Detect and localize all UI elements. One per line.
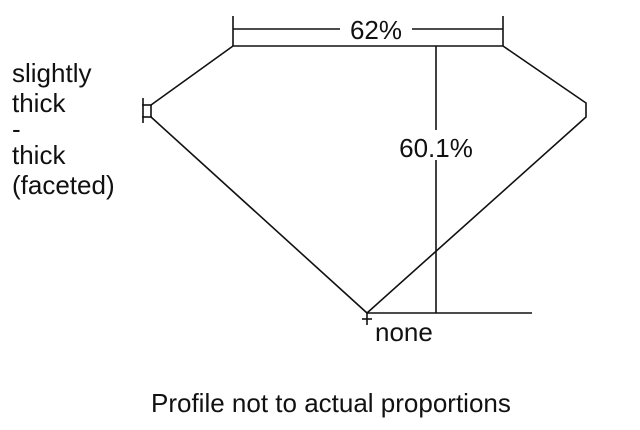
girdle-marker-icon [142,98,152,123]
girdle-label: slightly thick - thick (faceted) [12,58,115,200]
gem-outline [150,45,587,315]
culet-label: none [375,317,433,347]
girdle-label-line: slightly [12,58,92,88]
girdle-label-line: thick [12,140,66,170]
girdle-label-line: (faceted) [12,170,115,200]
depth-label: 60.1% [399,133,473,163]
table-label: 62% [350,15,402,45]
culet-marker-icon [362,313,372,325]
girdle-label-line: - [12,114,21,144]
girdle-label-line: thick [12,88,66,118]
footer-note: Profile not to actual proportions [151,388,511,418]
